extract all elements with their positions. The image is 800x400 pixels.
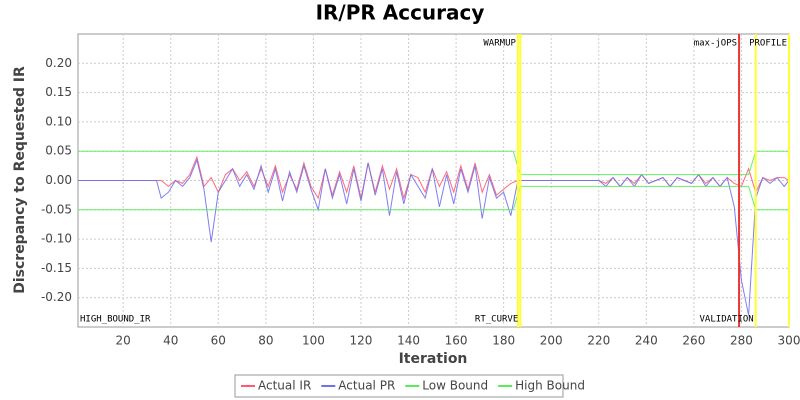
marker-label: HIGH_BOUND_IR xyxy=(80,315,151,325)
x-tick-label: 120 xyxy=(350,334,373,348)
legend-label: High Bound xyxy=(515,379,585,393)
x-tick-label: 100 xyxy=(302,334,325,348)
series-line xyxy=(78,185,789,211)
x-tick-label: 160 xyxy=(445,334,468,348)
x-tick-label: 180 xyxy=(492,334,515,348)
x-tick-label: 220 xyxy=(587,334,610,348)
x-tick-label: 20 xyxy=(116,334,131,348)
y-tick-label: -0.05 xyxy=(41,202,72,216)
marker-label: RT_CURVE xyxy=(475,315,518,325)
x-tick-label: 240 xyxy=(635,334,658,348)
y-tick-label: -0.10 xyxy=(41,232,72,246)
x-tick-label: 40 xyxy=(163,334,178,348)
marker-label: PROFILE xyxy=(749,39,787,49)
marker-label: VALIDATION xyxy=(700,315,754,325)
x-tick-label: 200 xyxy=(540,334,563,348)
x-tick-label: 60 xyxy=(211,334,226,348)
y-tick-label: -0.20 xyxy=(41,290,72,304)
x-tick-label: 260 xyxy=(682,334,705,348)
x-tick-label: 300 xyxy=(778,334,800,348)
series-line xyxy=(78,150,789,176)
marker-label: max-jOPS xyxy=(694,39,737,49)
x-tick-label: 280 xyxy=(730,334,753,348)
series-line xyxy=(78,158,790,316)
x-tick-label: 140 xyxy=(397,334,420,348)
y-tick-label: 0.15 xyxy=(45,85,72,99)
y-tick-label: -0.15 xyxy=(41,261,72,275)
chart-title: IR/PR Accuracy xyxy=(316,1,485,25)
legend-label: Actual PR xyxy=(338,379,395,393)
y-tick-label: 0.00 xyxy=(45,173,72,187)
y-tick-label: 0.10 xyxy=(45,114,72,128)
legend xyxy=(234,374,564,398)
y-axis-label: Discrepancy to Requested IR xyxy=(12,66,28,294)
x-axis-label: Iteration xyxy=(399,351,468,367)
x-tick-label: 80 xyxy=(258,334,273,348)
y-tick-label: 0.05 xyxy=(45,144,72,158)
legend-label: Actual IR xyxy=(258,379,311,393)
y-tick-label: 0.20 xyxy=(45,56,72,70)
legend-label: Low Bound xyxy=(422,379,488,393)
marker-label: WARMUP xyxy=(483,39,516,49)
